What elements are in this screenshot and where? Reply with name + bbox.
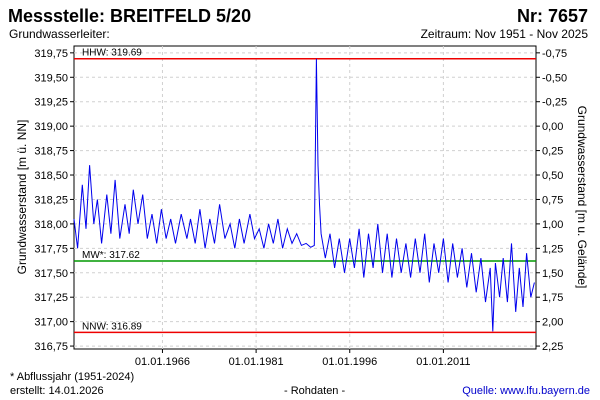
y-tick-label-right: 0,75 xyxy=(542,194,563,206)
aquifer-label: Grundwasserleiter: xyxy=(9,27,110,41)
y-tick-label-left: 319,25 xyxy=(34,97,68,109)
ref-label-nnw: NNW: 316.89 xyxy=(82,321,142,332)
y-tick-label-right: 2,00 xyxy=(542,317,563,329)
y-tick-label-left: 319,00 xyxy=(34,121,68,133)
y-tick-label-right: 0,25 xyxy=(542,146,563,158)
ref-label-hhw: HHW: 319.69 xyxy=(82,48,142,59)
y-tick-label-right: 0,00 xyxy=(542,121,563,133)
x-tick-label: 01.01.2011 xyxy=(416,356,470,368)
y-tick-label-right: 1,25 xyxy=(542,243,563,255)
y-tick-label-left: 317,50 xyxy=(34,268,68,280)
y-tick-label-left: 316,75 xyxy=(34,341,68,353)
y-tick-label-left: 317,25 xyxy=(34,292,68,304)
station-number: Nr: 7657 xyxy=(516,6,588,26)
raw-data-label: - Rohdaten - xyxy=(284,385,346,397)
y-tick-label-right: -0,50 xyxy=(542,72,567,84)
y-tick-label-right: 1,00 xyxy=(542,219,563,231)
y-tick-label-left: 318,75 xyxy=(34,146,68,158)
y-tick-label-left: 318,00 xyxy=(34,219,68,231)
y-tick-label-right: -0,25 xyxy=(542,97,567,109)
page-title: Messstelle: BREITFELD 5/20 xyxy=(8,6,252,26)
y-tick-label-left: 319,75 xyxy=(34,48,68,60)
series-line xyxy=(73,58,535,332)
x-tick-label: 01.01.1996 xyxy=(322,356,377,368)
y-tick-label-left: 318,50 xyxy=(34,170,68,182)
y-tick-label-right: -0,75 xyxy=(542,48,567,60)
y-tick-label-left: 318,25 xyxy=(34,194,68,206)
y-tick-label-right: 0,50 xyxy=(542,170,563,182)
period-label: Zeitraum: Nov 1951 - Nov 2025 xyxy=(420,27,588,41)
y-tick-label-left: 317,75 xyxy=(34,243,68,255)
y-tick-label-right: 2,25 xyxy=(542,341,563,353)
created-date: erstellt: 14.01.2026 xyxy=(10,385,104,397)
plot-area xyxy=(73,45,537,350)
source-link[interactable]: Quelle: www.lfu.bayern.de xyxy=(462,385,590,397)
ref-label-mw: MW*: 317.62 xyxy=(82,250,140,261)
y-tick-label-left: 319,50 xyxy=(34,72,68,84)
y-tick-label-right: 1,75 xyxy=(542,292,563,304)
y-axis-label-right: Grundwasserstand [m u. Gelände] xyxy=(575,106,589,289)
y-tick-label-right: 1,50 xyxy=(542,268,563,280)
x-tick-label: 01.01.1966 xyxy=(135,356,190,368)
y-axis-label-left: Grundwasserstand [m ü. NN] xyxy=(15,120,29,275)
footnote: * Abflussjahr (1951-2024) xyxy=(10,371,135,383)
x-tick-label: 01.01.1981 xyxy=(229,356,284,368)
y-tick-label-left: 317,00 xyxy=(34,317,68,329)
